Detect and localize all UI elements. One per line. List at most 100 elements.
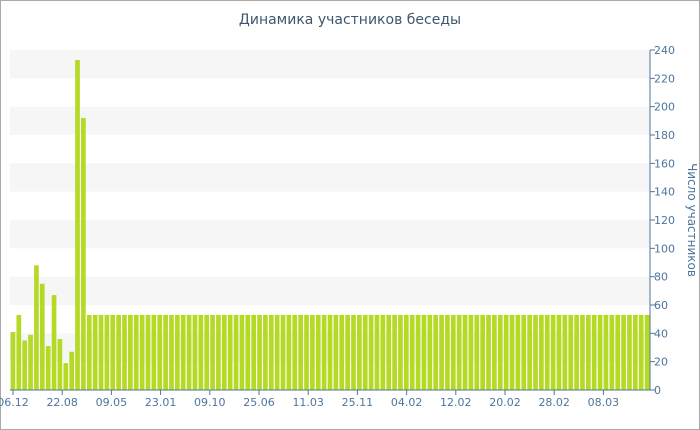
bar[interactable] [233, 314, 239, 390]
bar[interactable] [174, 314, 180, 390]
bar[interactable] [609, 314, 615, 390]
bar[interactable] [210, 314, 215, 390]
bar[interactable] [310, 314, 315, 390]
bar[interactable] [39, 283, 45, 390]
bar[interactable] [157, 314, 163, 390]
bar[interactable] [544, 314, 550, 390]
bar[interactable] [10, 331, 16, 390]
bar[interactable] [521, 314, 527, 390]
bar[interactable] [474, 314, 480, 390]
bar[interactable] [286, 314, 292, 390]
bar[interactable] [180, 314, 186, 390]
bar[interactable] [315, 314, 321, 390]
bar[interactable] [409, 314, 415, 390]
bar[interactable] [169, 314, 174, 390]
bar[interactable] [345, 314, 350, 390]
bar[interactable] [22, 340, 28, 390]
bar[interactable] [486, 314, 491, 390]
bar[interactable] [268, 314, 274, 390]
bar[interactable] [274, 314, 280, 390]
bar[interactable] [439, 314, 444, 390]
bar[interactable] [34, 265, 39, 390]
bar[interactable] [480, 314, 486, 390]
bar[interactable] [81, 118, 86, 390]
bar[interactable] [433, 314, 439, 390]
bar[interactable] [145, 314, 151, 390]
bar[interactable] [16, 314, 22, 390]
bar[interactable] [527, 314, 532, 390]
bar[interactable] [603, 314, 609, 390]
bar[interactable] [98, 314, 104, 390]
bar[interactable] [392, 314, 397, 390]
bar[interactable] [104, 314, 110, 390]
bar[interactable] [151, 314, 157, 390]
bar[interactable] [462, 314, 468, 390]
bar[interactable] [503, 314, 509, 390]
bar[interactable] [398, 314, 403, 390]
bar[interactable] [245, 314, 251, 390]
bar[interactable] [339, 314, 345, 390]
bar[interactable] [257, 314, 262, 390]
bar[interactable] [574, 314, 579, 390]
bar[interactable] [621, 314, 626, 390]
bar[interactable] [75, 59, 80, 391]
bar[interactable] [591, 314, 597, 390]
bar[interactable] [321, 314, 327, 390]
bar[interactable] [380, 314, 386, 390]
bar[interactable] [63, 363, 69, 390]
bar[interactable] [403, 314, 409, 390]
bar[interactable] [204, 314, 210, 390]
bar[interactable] [374, 314, 380, 390]
bar[interactable] [192, 314, 198, 390]
bar[interactable] [362, 314, 368, 390]
bar[interactable] [351, 314, 356, 390]
bar[interactable] [227, 314, 233, 390]
bar[interactable] [586, 314, 591, 390]
bar[interactable] [568, 314, 574, 390]
bar[interactable] [627, 314, 632, 390]
bar[interactable] [357, 314, 362, 390]
bar[interactable] [292, 314, 298, 390]
bar[interactable] [615, 314, 621, 390]
bar[interactable] [263, 314, 268, 390]
bar[interactable] [386, 314, 392, 390]
bar[interactable] [92, 314, 98, 390]
bar[interactable] [163, 314, 168, 390]
bar[interactable] [116, 314, 121, 390]
bar[interactable] [533, 314, 538, 390]
bar[interactable] [580, 314, 585, 390]
bar[interactable] [298, 314, 303, 390]
bar[interactable] [128, 314, 133, 390]
bar[interactable] [198, 314, 204, 390]
bar[interactable] [468, 314, 474, 390]
bar[interactable] [421, 314, 427, 390]
bar[interactable] [221, 314, 227, 390]
bar[interactable] [327, 314, 333, 390]
bar[interactable] [450, 314, 456, 390]
bar[interactable] [57, 339, 63, 390]
bar[interactable] [216, 314, 221, 390]
bar[interactable] [45, 346, 51, 390]
bar[interactable] [445, 314, 450, 390]
bar[interactable] [251, 314, 257, 390]
bar[interactable] [239, 314, 245, 390]
bar[interactable] [497, 314, 503, 390]
bar[interactable] [550, 314, 556, 390]
bar[interactable] [427, 314, 433, 390]
bar[interactable] [492, 314, 497, 390]
bar[interactable] [133, 314, 139, 390]
bar[interactable] [632, 314, 638, 390]
bar[interactable] [186, 314, 192, 390]
bar[interactable] [280, 314, 286, 390]
bar[interactable] [333, 314, 339, 390]
bar[interactable] [304, 314, 309, 390]
bar[interactable] [110, 314, 116, 390]
bar[interactable] [415, 314, 421, 390]
bar[interactable] [456, 314, 462, 390]
bar[interactable] [51, 295, 57, 390]
bar[interactable] [86, 314, 92, 390]
bar[interactable] [597, 314, 603, 390]
bar[interactable] [139, 314, 145, 390]
bar[interactable] [122, 314, 127, 390]
bar[interactable] [368, 314, 374, 390]
